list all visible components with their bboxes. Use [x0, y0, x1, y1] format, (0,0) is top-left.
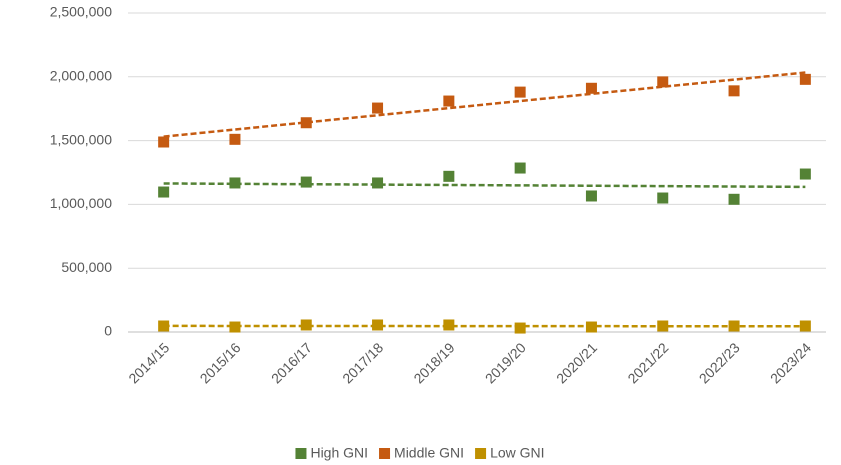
marker — [585, 190, 597, 202]
y-tick-label: 2,500,000 — [50, 4, 112, 20]
y-tick-label: 1,000,000 — [50, 195, 112, 211]
trendline — [163, 182, 806, 189]
x-tick-label: 2023/24 — [767, 339, 814, 386]
marker — [443, 319, 455, 331]
legend-label: Middle GNI — [394, 445, 464, 461]
marker — [300, 319, 312, 331]
marker — [229, 133, 241, 145]
y-tick-label: 2,000,000 — [50, 68, 112, 84]
marker — [300, 117, 312, 129]
marker — [158, 186, 170, 198]
marker — [158, 320, 170, 332]
marker — [229, 321, 241, 333]
legend-swatch — [475, 448, 487, 459]
y-tick-label: 1,500,000 — [50, 131, 112, 147]
marker — [229, 177, 241, 189]
x-tick-label: 2017/18 — [339, 339, 386, 386]
x-tick-label: 2016/17 — [268, 339, 315, 386]
legend-label: High GNI — [310, 445, 368, 461]
x-tick-label: 2020/21 — [553, 339, 600, 386]
marker — [514, 86, 526, 98]
x-tick-label: 2018/19 — [410, 339, 457, 386]
marker — [372, 102, 384, 114]
marker — [158, 136, 170, 148]
legend-swatch — [379, 448, 391, 459]
marker — [657, 76, 669, 88]
marker — [799, 73, 811, 85]
x-tick-label: 2022/23 — [696, 339, 743, 386]
legend-swatch — [295, 448, 307, 459]
marker — [728, 320, 740, 332]
marker — [585, 321, 597, 333]
marker — [443, 170, 455, 182]
marker — [728, 85, 740, 97]
y-tick-label: 500,000 — [61, 259, 112, 275]
marker — [728, 193, 740, 205]
x-tick-label: 2014/15 — [125, 339, 172, 386]
marker — [443, 95, 455, 107]
x-tick-label: 2021/22 — [624, 339, 671, 386]
x-tick-label: 2019/20 — [482, 339, 529, 386]
marker — [514, 162, 526, 174]
marker — [585, 82, 597, 94]
marker — [372, 177, 384, 189]
marker — [799, 320, 811, 332]
marker — [799, 168, 811, 180]
marker — [300, 176, 312, 188]
legend-label: Low GNI — [490, 445, 544, 461]
y-tick-label: 0 — [104, 323, 112, 339]
trendline — [163, 71, 806, 138]
marker — [372, 319, 384, 331]
marker — [657, 192, 669, 204]
marker — [514, 322, 526, 334]
x-tick-label: 2015/16 — [197, 339, 244, 386]
marker — [657, 320, 669, 332]
